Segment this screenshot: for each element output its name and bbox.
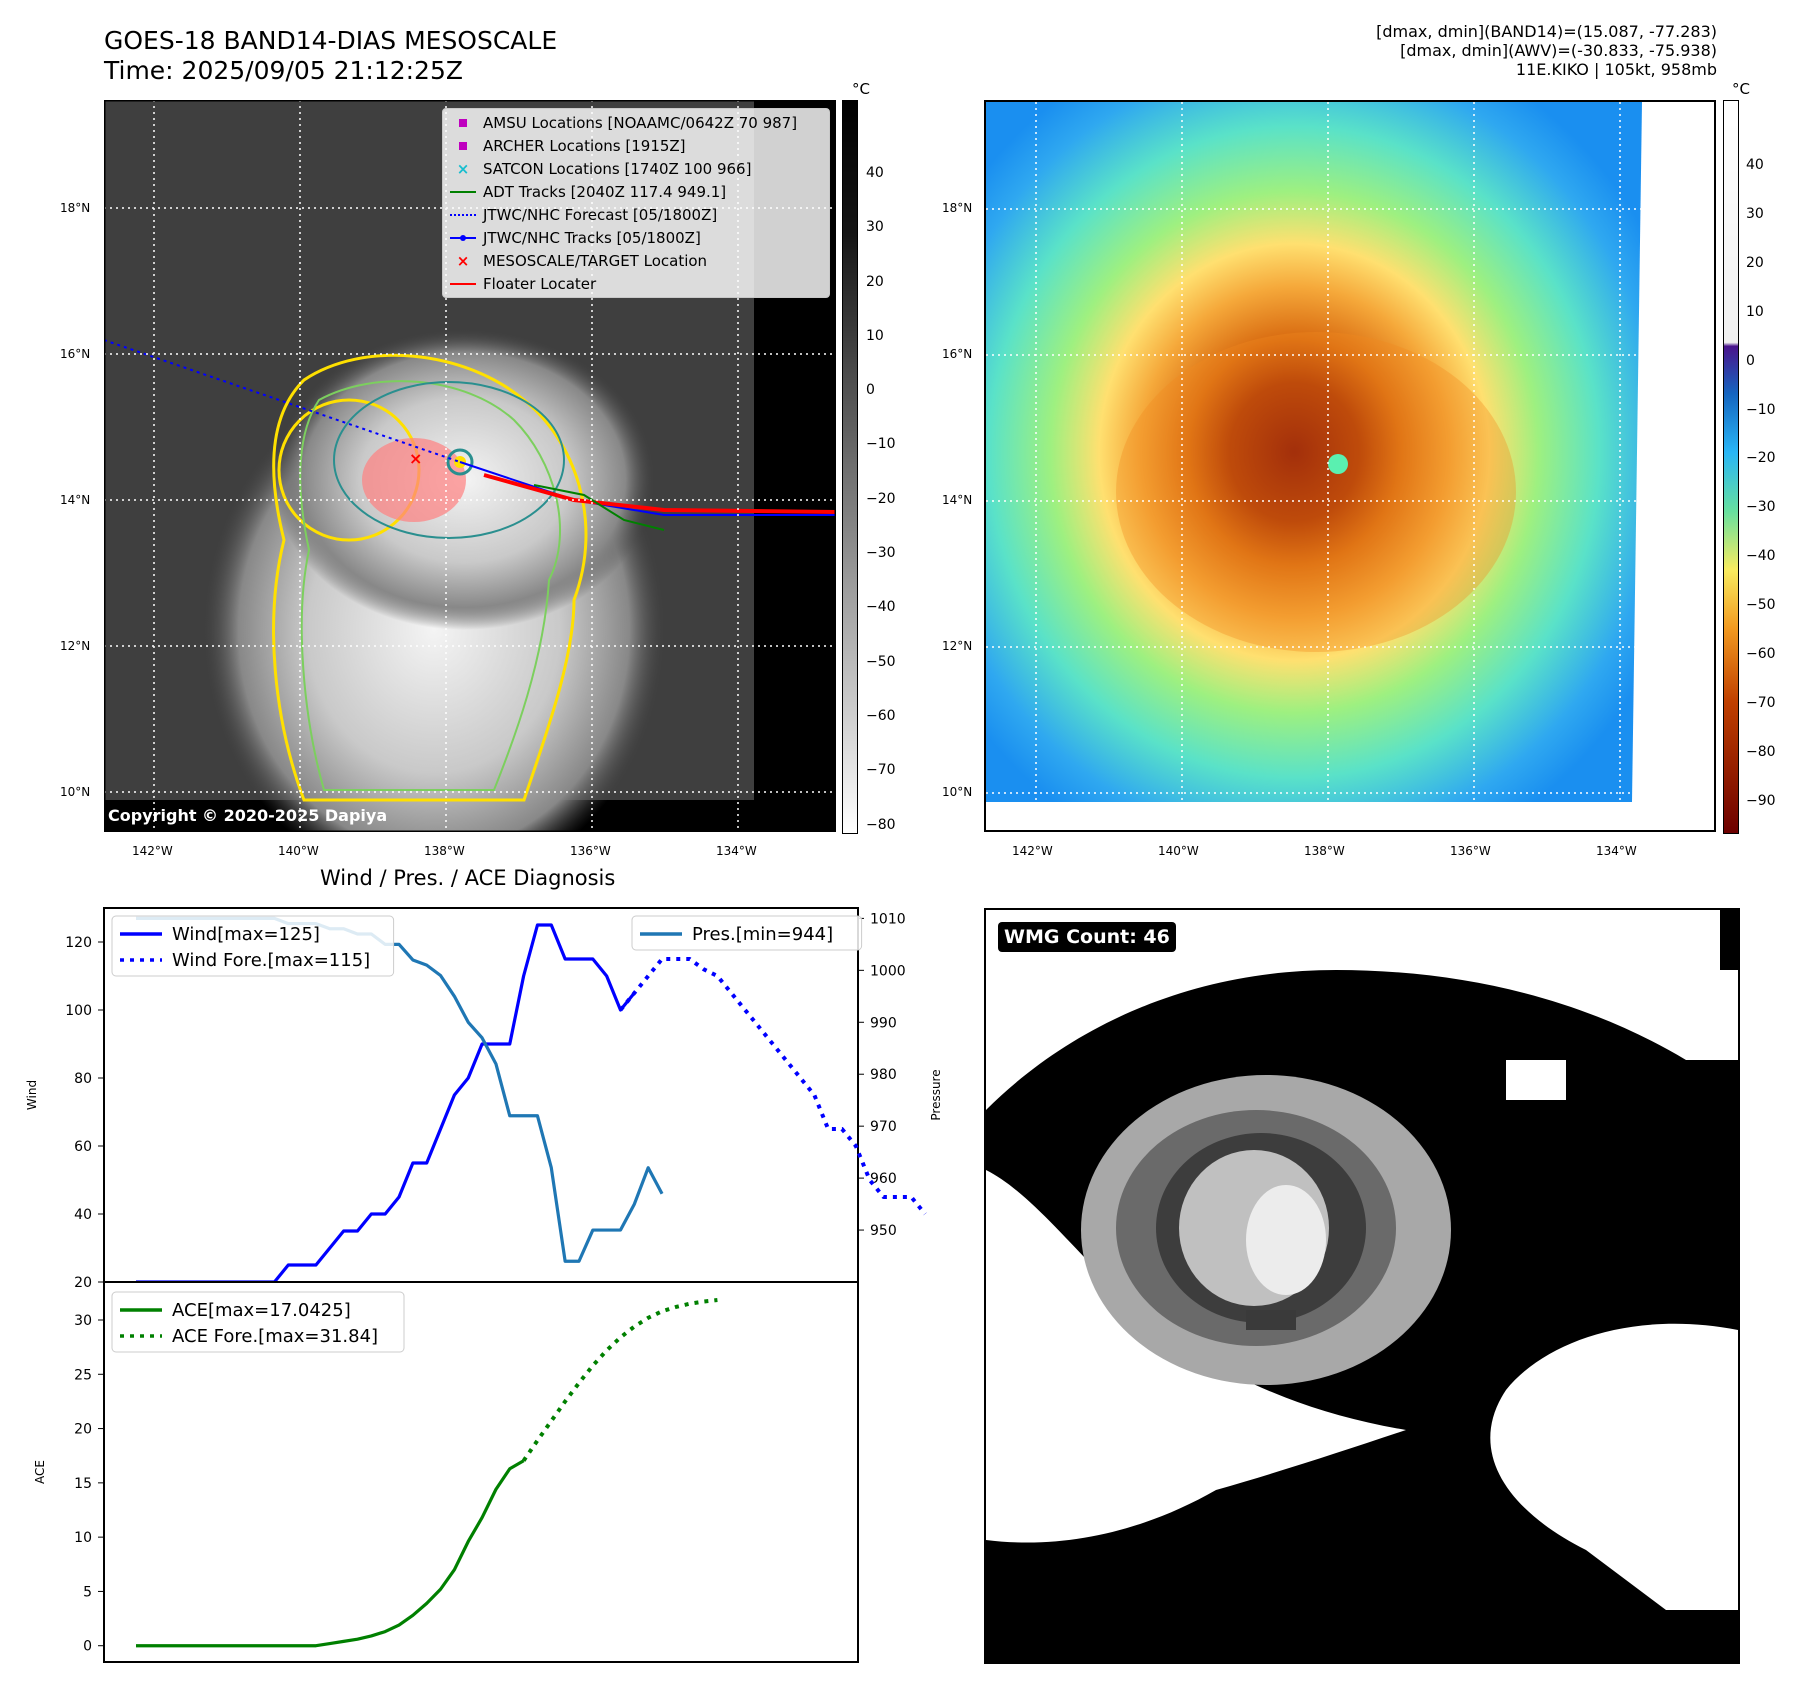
y-tick-label: 60: [74, 1139, 92, 1155]
y-tick-label: 0: [83, 1639, 92, 1655]
y-axis-label: Wind: [25, 1080, 39, 1110]
square-marker-icon: [443, 118, 483, 127]
y-tick-label-right: 980: [870, 1067, 897, 1083]
lat-label: 14°N: [60, 493, 91, 507]
awv-colorbar-ticks: 40 30 20 10 0 −10 −20 −30 −40 −50 −60 −7…: [1746, 157, 1776, 809]
legend-item: ADT Tracks [2040Z 117.4 949.1]: [443, 180, 829, 203]
legend-label: ACE Fore.[max=31.84]: [172, 1326, 378, 1347]
lon-label: 140°W: [278, 844, 319, 858]
y-tick-label-right: 970: [870, 1119, 897, 1135]
lon-label: 136°W: [570, 844, 611, 858]
lon-label: 142°W: [132, 844, 173, 858]
line-icon: [443, 282, 483, 285]
diagnosis-title: Wind / Pres. / ACE Diagnosis: [320, 866, 616, 890]
lat-label: 10°N: [60, 785, 91, 799]
info-storm: 11E.KIKO | 105kt, 958mb: [1515, 60, 1717, 79]
legend-label: Pres.[min=944]: [692, 924, 833, 945]
y-tick-label: 25: [74, 1367, 92, 1383]
lon-label: 136°W: [1450, 844, 1491, 858]
y-tick-label: 120: [65, 935, 92, 951]
y-tick-label: 10: [74, 1530, 92, 1546]
lon-label: 134°W: [716, 844, 757, 858]
y-tick-label-right: 950: [870, 1223, 897, 1239]
copyright-label: Copyright © 2020-2025 Dapiya: [108, 806, 388, 825]
y-tick-label: 100: [65, 1003, 92, 1019]
x-marker-icon: ×: [456, 159, 470, 178]
y-tick-label: 15: [74, 1476, 92, 1492]
legend-item: Floater Locater: [443, 272, 829, 295]
wmg-panel: WMG Count: 46: [984, 908, 1740, 1664]
legend-label: Wind[max=125]: [172, 924, 320, 945]
lat-label: 12°N: [60, 639, 91, 653]
colorbar-unit: °C: [1732, 80, 1750, 98]
wmg-count-badge: WMG Count: 46: [998, 922, 1176, 952]
y-axis-label: ACE: [33, 1460, 47, 1484]
lon-label: 134°W: [1596, 844, 1637, 858]
lon-label: 138°W: [1304, 844, 1345, 858]
y-tick-label: 80: [74, 1071, 92, 1087]
y-tick-label-right: 960: [870, 1171, 897, 1187]
lat-label: 10°N: [942, 785, 973, 799]
colorbar-unit: °C: [852, 80, 870, 98]
lat-label: 16°N: [942, 347, 973, 361]
y-tick-label: 20: [74, 1275, 92, 1291]
lon-label: 138°W: [424, 844, 465, 858]
info-band14-range: [dmax, dmin](BAND14)=(15.087, -77.283): [1376, 22, 1717, 41]
legend-label: Wind Fore.[max=115]: [172, 950, 370, 971]
band14-map-panel: × Copyright © 2020-2025 Dapiya AMSU Loca…: [103, 99, 837, 890]
band14-colorbar: [842, 100, 858, 834]
dotted-line-icon: [443, 213, 483, 216]
line-dot-icon: [443, 234, 483, 241]
legend-label: ACE[max=17.0425]: [172, 1300, 351, 1321]
series-line-windfore: [618, 957, 927, 1216]
legend-item: AMSU Locations [NOAAMC/0642Z 70 987]: [443, 111, 829, 134]
lon-label: 142°W: [1012, 844, 1053, 858]
y-tick-label-right: 1000: [870, 963, 906, 979]
band14-colorbar-ticks: 40 30 20 10 0 −10 −20 −30 −40 −50 −60 −7…: [866, 165, 896, 833]
lat-label: 16°N: [60, 347, 91, 361]
awv-colorbar: [1723, 100, 1739, 834]
info-awv-range: [dmax, dmin](AWV)=(-30.833, -75.938): [1400, 41, 1717, 60]
info-block: [dmax, dmin](BAND14)=(15.087, -77.283) […: [1376, 22, 1717, 79]
legend-item: × SATCON Locations [1740Z 100 966]: [443, 157, 829, 180]
lat-label: 12°N: [942, 639, 973, 653]
y-tick-label-right: 1010: [870, 911, 906, 927]
svg-text:×: ×: [409, 449, 422, 468]
diagnosis-charts: 2040608010012095096097098099010001010Win…: [25, 907, 943, 1663]
lat-label: 18°N: [942, 201, 973, 215]
awv-map-panel: [984, 100, 1716, 832]
square-marker-icon: [443, 141, 483, 150]
y-tick-label: 5: [83, 1584, 92, 1600]
map-legend: AMSU Locations [NOAAMC/0642Z 70 987] ARC…: [442, 108, 830, 298]
line-icon: [443, 190, 483, 193]
pressure-legend: [631, 915, 863, 951]
lon-label: 140°W: [1158, 844, 1199, 858]
x-marker-icon: ×: [456, 251, 470, 270]
awv-map-image: [986, 102, 1714, 830]
legend-item: ARCHER Locations [1915Z]: [443, 134, 829, 157]
ace-legend: [111, 1291, 405, 1353]
y-tick-label-right: 990: [870, 1015, 897, 1031]
ace-chart: 0 5 10 15 20 25 30 ACE ACE[max=17.0425] ACE Fore.…: [33, 1281, 859, 1663]
lat-label: 14°N: [942, 493, 973, 507]
legend-item: × MESOSCALE/TARGET Location: [443, 249, 829, 272]
y-axis-label-right: Pressure: [929, 1069, 943, 1120]
legend-item: JTWC/NHC Forecast [05/1800Z]: [443, 203, 829, 226]
y-tick-label: 30: [74, 1313, 92, 1329]
series-line-acefore: [521, 1298, 718, 1462]
y-tick-label: 40: [74, 1207, 92, 1223]
y-tick-label: 20: [74, 1422, 92, 1438]
series-line-ace: [136, 1459, 525, 1648]
wind-legend: [111, 915, 395, 977]
wind-pressure-chart: 20 40 60 80 100 120 950 960 970 980 990 1000 1010 Win…: [25, 907, 943, 1291]
wmg-image: [986, 910, 1738, 1662]
legend-item: JTWC/NHC Tracks [05/1800Z]: [443, 226, 829, 249]
title-line-2: Time: 2025/09/05 21:12:25Z: [104, 56, 463, 85]
title-line-1: GOES-18 BAND14-DIAS MESOSCALE: [104, 26, 558, 55]
lat-label: 18°N: [60, 201, 91, 215]
